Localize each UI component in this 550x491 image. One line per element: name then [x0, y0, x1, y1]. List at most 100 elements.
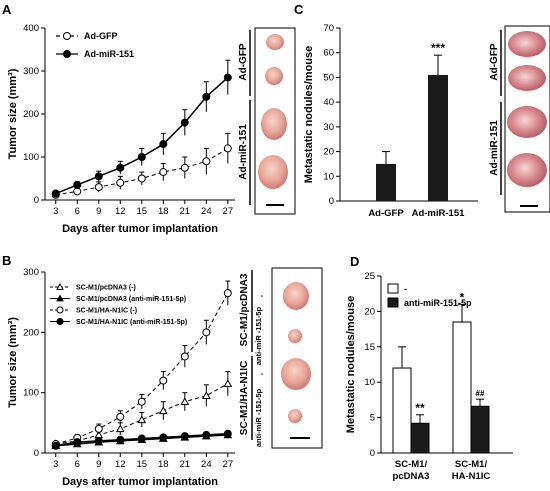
data-point: [63, 32, 71, 40]
y-axis-title: Tumor size (mm³): [7, 68, 19, 159]
x-tick-label: 6: [75, 459, 80, 470]
data-point: [94, 183, 103, 192]
lung-image: [507, 106, 547, 138]
tumor-image: [266, 34, 284, 50]
data-point: [223, 73, 232, 82]
legend-label: SC-M1/HA-N1IC (-): [76, 308, 137, 315]
data-point: [202, 430, 211, 439]
data-point: [180, 397, 190, 406]
data-point: [180, 352, 189, 361]
photo-b-group1: SC-M1/pcDNA3: [239, 273, 250, 346]
y-tick-label: 300: [23, 267, 39, 278]
legend-label: anti-miR-151-5p: [404, 298, 472, 308]
lung-image: [508, 65, 546, 91]
x-tick-label: 27: [223, 206, 234, 217]
y-tick-label: 100: [23, 152, 39, 163]
bar: [410, 422, 430, 454]
y-tick-label: 10: [323, 171, 334, 182]
y-axis-title: Metastatic nodules/mouse: [345, 296, 357, 434]
significance-mark: ##: [476, 389, 485, 398]
bar: [376, 163, 396, 201]
significance-mark: ***: [431, 41, 445, 55]
data-point: [51, 441, 60, 450]
category-label: SC-M1/pcDNA3: [393, 459, 430, 482]
x-tick-label: 12: [115, 459, 126, 470]
x-tick-label: 6: [75, 206, 80, 217]
x-tick-label: 15: [137, 459, 148, 470]
chart-c: 0 10 20 30 40 50 60 70 Metastatic nodules/mouse A…: [303, 23, 478, 219]
data-point: [56, 306, 64, 314]
x-tick-label: 3: [53, 459, 58, 470]
photo-c-label-top: Ad-GFP: [489, 43, 500, 81]
legend-label: SC-M1/HA-N1IC (anti-miR-151-5p): [76, 319, 187, 326]
data-point: [116, 412, 125, 421]
bar: [470, 405, 490, 454]
bar: [452, 321, 472, 454]
data-point: [56, 282, 64, 290]
data-point: [180, 163, 189, 172]
y-tick-label: 25: [364, 271, 375, 282]
photo-b-group2: SC-M1/HA-N1IC: [239, 361, 250, 435]
data-point: [116, 163, 125, 172]
data-point: [159, 168, 168, 177]
bar: [428, 74, 448, 201]
y-tick-label: 200: [23, 109, 39, 120]
lung-image: [507, 153, 547, 187]
x-axis-title: Days after tumor implantation: [62, 476, 218, 488]
y-axis-title: Tumor size (mm³): [7, 317, 19, 408]
photo-b-minus: -: [261, 291, 264, 300]
data-point: [137, 415, 147, 424]
x-tick-label: 21: [180, 206, 191, 217]
y-tick-label: 200: [23, 327, 39, 338]
x-tick-label: 3: [53, 206, 58, 217]
y-tick-label: 5: [370, 413, 375, 424]
y-tick-label: 400: [23, 23, 39, 34]
y-tick-label: 50: [323, 72, 334, 83]
x-tick-label: 27: [223, 459, 234, 470]
data-point: [56, 318, 64, 325]
data-point: [137, 174, 146, 183]
data-point: [94, 424, 103, 433]
data-point: [180, 432, 189, 441]
legend-label: Ad-GFP: [84, 31, 118, 41]
bar: [392, 367, 412, 454]
tumor-image: [281, 358, 311, 390]
data-point: [73, 180, 82, 189]
chart-d: 0 5 10 15 20 25 Metastatic nodules/mouse * - ** ##…: [345, 271, 513, 482]
series-line: [55, 292, 229, 445]
x-tick-label: 18: [158, 459, 169, 470]
x-tick-label: 15: [137, 206, 148, 217]
chart-a: 0 100 200 300 400 3 6 9 12 15 18 21 24 27 Days after t…: [7, 23, 235, 235]
data-point: [116, 178, 125, 187]
data-point: [202, 92, 211, 101]
legend-label: Ad-miR-151: [84, 49, 134, 59]
x-tick-label: 9: [96, 459, 101, 470]
data-point: [73, 438, 82, 447]
photo-a: [254, 27, 296, 215]
data-point: [223, 144, 232, 153]
panel-label-d: D: [350, 254, 359, 269]
photo-c: [504, 25, 550, 213]
x-tick-label: 24: [201, 459, 212, 470]
category-label: SC-M1/HA-N1IC: [452, 459, 491, 482]
data-point: [159, 376, 168, 385]
data-point: [116, 435, 125, 444]
y-tick-label: 20: [364, 306, 375, 317]
legend-label: SC-M1/pcDNA3 (anti-miR-151-5p): [76, 296, 186, 303]
photo-c-label-bottom: Ad-miR-151: [489, 120, 500, 176]
tumor-image: [265, 67, 283, 85]
data-point: [159, 433, 168, 442]
legend-swatch: [387, 297, 399, 308]
category-label: Ad-miR-151: [412, 208, 466, 219]
tumor-image: [283, 282, 309, 310]
x-axis-title: Days after tumor implantation: [62, 223, 218, 235]
data-point: [137, 434, 146, 443]
tumor-image: [288, 329, 302, 343]
y-tick-label: 60: [323, 48, 334, 59]
data-point: [137, 153, 146, 161]
y-tick-label: 300: [23, 66, 39, 77]
data-point: [63, 50, 71, 58]
data-point: [159, 140, 168, 149]
data-point: [202, 328, 211, 337]
